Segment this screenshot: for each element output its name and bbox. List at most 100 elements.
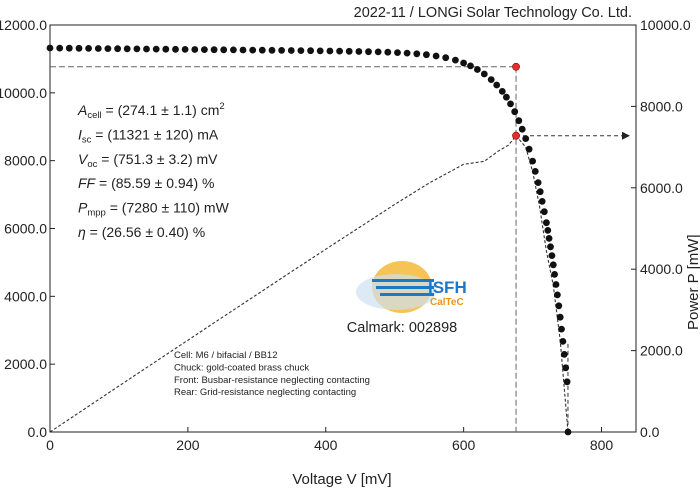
iv-point — [487, 76, 495, 83]
iv-point — [432, 52, 440, 60]
y-left-tick-label: 10000.0 — [0, 85, 47, 101]
iv-point — [549, 261, 557, 269]
iv-point — [239, 46, 247, 54]
iv-point — [558, 325, 565, 333]
iv-point — [503, 93, 510, 101]
iv-point — [56, 44, 64, 52]
parameter-value: = (751.3 ± 3.2) mV — [97, 151, 218, 167]
iv-point — [46, 44, 54, 52]
x-tick-label: 0 — [46, 437, 54, 453]
iv-point — [278, 47, 285, 54]
iv-point — [191, 46, 199, 53]
iv-point — [474, 66, 481, 73]
arrow-head-icon — [622, 131, 630, 140]
cell-note: Cell: M6 / bifacial / BB12 — [174, 350, 278, 361]
iv-point — [162, 45, 170, 53]
parameter-symbol: FF — [78, 175, 97, 191]
iv-point — [518, 125, 526, 133]
iv-point — [287, 47, 295, 54]
logo-sub: CalTeC — [430, 297, 464, 308]
iv-point — [556, 313, 564, 321]
parameter-superscript: 2 — [219, 101, 224, 112]
x-axis-title: Voltage V [mV] — [292, 471, 391, 488]
iv-point — [94, 45, 102, 52]
parameter-subscript: mpp — [87, 208, 105, 219]
iv-point — [563, 378, 571, 386]
chart-title: 2022-11 / LONGi Solar Technology Co. Ltd… — [354, 5, 632, 21]
iv-point — [538, 198, 546, 205]
iv-point — [547, 243, 554, 251]
iv-point — [336, 47, 343, 55]
iv-point — [551, 271, 558, 278]
iv-point — [554, 291, 561, 299]
x-tick-label: 400 — [314, 437, 338, 453]
x-axis-title-text: Voltage V [mV] — [292, 471, 391, 488]
iv-point — [540, 208, 548, 216]
iv-point — [85, 45, 92, 52]
iv-point — [326, 47, 334, 55]
iv-point — [384, 48, 392, 56]
y-right-tick-label: 6000.0 — [640, 180, 683, 196]
iv-point — [143, 45, 150, 53]
iv-point — [181, 46, 189, 53]
parameter-symbol: P — [78, 200, 88, 216]
parameter-value: = (26.56 ± 0.40) % — [86, 224, 205, 240]
mpp-current-marker — [512, 62, 520, 71]
parameter-line: Isc = (11321 ± 120) mA — [78, 126, 219, 145]
iv-point — [297, 47, 305, 54]
parameter-subscript: cell — [87, 110, 101, 121]
iv-point — [394, 49, 401, 56]
logo-glow — [356, 274, 436, 310]
iv-point — [562, 364, 570, 372]
x-tick-label: 600 — [452, 437, 476, 453]
iv-point — [545, 235, 553, 242]
iv-point — [316, 47, 324, 55]
iv-point — [365, 48, 372, 56]
iv-point — [413, 50, 421, 58]
logo-stripe-1 — [372, 279, 434, 282]
iv-point — [531, 168, 539, 175]
logo-stripe-3 — [380, 293, 434, 296]
iv-point — [552, 281, 560, 288]
iv-point — [172, 45, 179, 53]
axis-ticks: 0 200 400 600 8000.02000.04000.06000.08000.0… — [0, 17, 691, 453]
iv-point — [511, 108, 519, 116]
iv-point — [564, 428, 572, 436]
iv-point — [515, 117, 523, 125]
parameter-subscript: sc — [82, 134, 92, 145]
iv-point — [220, 46, 228, 54]
y-left-tick-label: 2000.0 — [4, 356, 47, 372]
y-right-tick-label: 10000.0 — [640, 17, 691, 33]
iv-point — [460, 59, 467, 67]
parameter-subscript: oc — [87, 159, 97, 170]
iv-point — [536, 188, 544, 196]
y-left-tick-label: 12000.0 — [0, 17, 47, 33]
iv-point — [133, 45, 141, 53]
iv-point — [534, 179, 542, 187]
iv-point — [560, 351, 568, 358]
iv-point — [345, 47, 353, 55]
iv-point — [543, 219, 550, 227]
parameter-value: = (85.59 ± 0.94) % — [95, 175, 214, 191]
iv-point — [123, 45, 131, 53]
cell-note: Rear: Grid-resistance neglecting contact… — [174, 387, 356, 398]
parameter-symbol: V — [78, 151, 89, 167]
x-tick-label: 200 — [176, 437, 200, 453]
iv-point — [498, 88, 506, 95]
mpp-guides — [50, 66, 630, 432]
iv-point — [555, 302, 563, 310]
parameter-symbol: η — [78, 224, 86, 240]
iv-point — [480, 70, 488, 78]
iv-point — [442, 54, 450, 62]
parameter-value: = (7280 ± 110) mW — [106, 200, 230, 216]
isfh-logo: ISFH CalTeC — [356, 261, 467, 313]
y-left-tick-label: 0.0 — [28, 424, 48, 440]
iv-point — [65, 44, 73, 52]
parameter-symbol: A — [77, 102, 87, 118]
y-right-tick-label: 8000.0 — [640, 98, 683, 114]
iv-point — [201, 46, 208, 53]
y-left-tick-label: 6000.0 — [4, 221, 47, 237]
iv-point — [249, 46, 257, 54]
y-right-axis-title: Power P [mW] — [685, 234, 700, 330]
iv-point — [104, 45, 112, 52]
